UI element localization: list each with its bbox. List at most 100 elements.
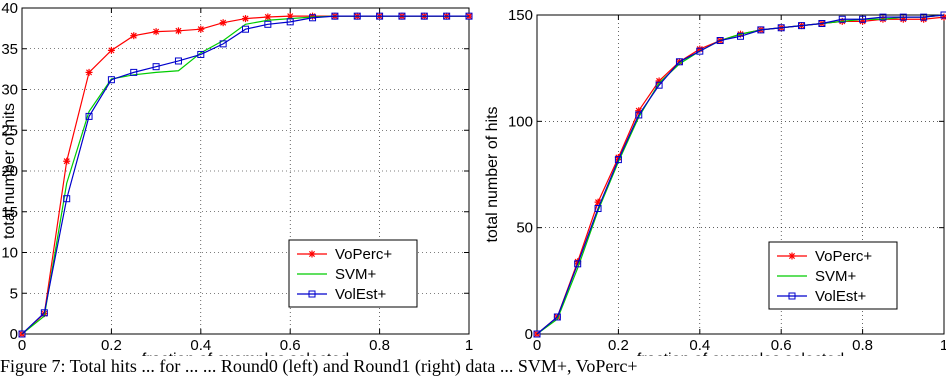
data-point bbox=[152, 28, 160, 36]
chart-left: 00.20.40.60.810510152025303540fraction o… bbox=[1, 0, 473, 356]
data-point bbox=[286, 18, 294, 26]
data-point bbox=[443, 12, 451, 20]
data-point bbox=[716, 37, 724, 45]
x-tick-label: 0 bbox=[533, 337, 541, 354]
y-tick-label: 40 bbox=[1, 0, 18, 17]
data-point bbox=[130, 32, 138, 40]
data-point bbox=[940, 11, 946, 19]
data-point bbox=[376, 12, 384, 20]
data-point bbox=[818, 20, 826, 28]
data-point bbox=[899, 13, 907, 21]
y-tick-label: 0 bbox=[10, 326, 18, 343]
x-tick-label: 0.4 bbox=[689, 337, 710, 354]
y-tick-label: 10 bbox=[1, 245, 18, 262]
data-point bbox=[675, 58, 683, 66]
x-tick-label: 0.4 bbox=[190, 337, 211, 354]
data-point bbox=[574, 260, 582, 268]
data-point bbox=[197, 25, 205, 33]
chart-right: 0 0.2 0.4 0.6 0.8 1 0 50 100 150 fraction of examp… bbox=[484, 7, 946, 356]
legend-label: VoPerc+ bbox=[815, 248, 872, 265]
data-point bbox=[174, 27, 182, 35]
data-point bbox=[777, 24, 785, 32]
y-tick-label: 50 bbox=[516, 220, 533, 237]
data-point bbox=[859, 15, 867, 23]
y-tick-label: 0 bbox=[525, 326, 533, 343]
x-tick-label: 1 bbox=[465, 337, 473, 354]
y-tick-label: 15 bbox=[1, 204, 18, 221]
data-point bbox=[242, 15, 249, 23]
legend-marker bbox=[788, 292, 796, 300]
data-point bbox=[635, 111, 643, 119]
legend-label: SVM+ bbox=[335, 266, 377, 283]
data-point bbox=[655, 81, 663, 89]
data-point bbox=[353, 12, 361, 20]
data-point bbox=[594, 205, 602, 213]
data-point bbox=[219, 19, 227, 27]
series-volest- bbox=[18, 12, 473, 338]
data-point bbox=[107, 76, 115, 84]
data-point bbox=[85, 68, 93, 76]
y-tick-label: 150 bbox=[508, 7, 533, 24]
data-point bbox=[737, 32, 744, 40]
data-point bbox=[107, 46, 115, 54]
legend: VoPerc+ SVM+ VolEst+ bbox=[288, 239, 418, 308]
legend-label: SVM+ bbox=[815, 268, 857, 285]
legend-label: VoPerc+ bbox=[335, 246, 392, 263]
data-point bbox=[696, 47, 704, 55]
y-tick-label: 5 bbox=[10, 285, 18, 302]
data-point bbox=[40, 309, 48, 317]
data-point bbox=[798, 22, 806, 30]
charts-figure: 00.20.40.60.810510152025303540fraction o… bbox=[1, 0, 946, 356]
y-tick-label: 30 bbox=[1, 82, 18, 99]
legend-label: VolEst+ bbox=[335, 286, 387, 303]
data-point bbox=[838, 15, 846, 23]
legend-marker bbox=[788, 252, 796, 260]
series-svm- bbox=[536, 14, 945, 335]
data-point bbox=[264, 13, 272, 21]
plot-frame bbox=[536, 14, 945, 335]
legend-marker bbox=[308, 250, 316, 258]
y-tick-label: 100 bbox=[508, 113, 533, 130]
x-tick-label: 1 bbox=[940, 337, 946, 354]
data-point bbox=[465, 12, 473, 20]
x-tick-label: 0.6 bbox=[771, 337, 792, 354]
series-line bbox=[536, 14, 945, 335]
x-tick-label: 0.2 bbox=[608, 337, 629, 354]
series-line bbox=[536, 14, 945, 335]
data-point bbox=[757, 26, 765, 34]
y-axis-label: total number of hits bbox=[1, 103, 18, 239]
x-tick-label: 0.8 bbox=[369, 337, 390, 354]
data-point bbox=[398, 12, 406, 20]
data-point bbox=[18, 330, 26, 338]
data-point bbox=[130, 68, 138, 76]
data-point bbox=[197, 50, 205, 58]
x-tick-label: 0.2 bbox=[101, 337, 122, 354]
y-tick-label: 20 bbox=[1, 163, 18, 180]
series-volest- bbox=[533, 11, 946, 338]
legend-label: VolEst+ bbox=[815, 288, 867, 305]
y-axis-label: total number of hits bbox=[484, 106, 501, 242]
x-tick-label: 0.8 bbox=[852, 337, 873, 354]
data-point bbox=[242, 25, 249, 33]
data-point bbox=[219, 40, 227, 48]
x-tick-label: 0.6 bbox=[280, 337, 301, 354]
data-point bbox=[553, 313, 561, 321]
x-axis-label: fraction of examples selected bbox=[142, 351, 349, 356]
y-tick-label: 25 bbox=[1, 122, 18, 139]
y-tick-label: 35 bbox=[1, 41, 18, 58]
data-point bbox=[309, 14, 317, 22]
x-tick-label: 0 bbox=[18, 337, 26, 354]
data-point bbox=[533, 330, 541, 338]
data-point bbox=[331, 12, 339, 20]
data-point bbox=[63, 195, 71, 203]
data-point bbox=[85, 112, 93, 120]
data-point bbox=[63, 157, 71, 165]
series-line bbox=[21, 15, 469, 335]
data-point bbox=[420, 12, 428, 20]
data-point bbox=[152, 63, 160, 71]
data-point bbox=[614, 156, 622, 164]
data-point bbox=[879, 13, 887, 21]
legend-marker bbox=[308, 290, 316, 298]
data-point bbox=[174, 57, 182, 65]
figure-caption: Figure 7: Total hits ... for ... ... Rou… bbox=[0, 356, 638, 376]
